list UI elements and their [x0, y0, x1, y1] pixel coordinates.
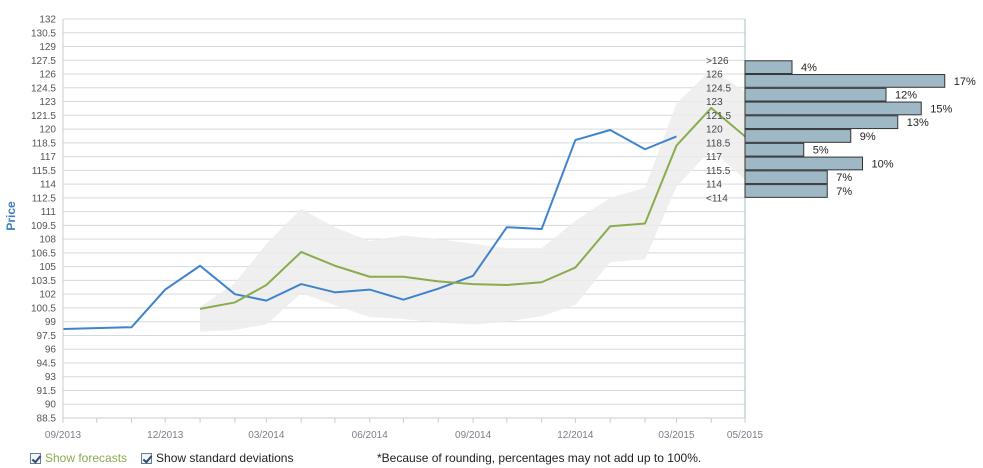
distribution-range-label: 126: [706, 70, 723, 81]
distribution-percent-label: 5%: [813, 145, 829, 157]
x-tick-label: 03/2015: [658, 430, 695, 441]
y-tick-label: 109.5: [31, 221, 56, 232]
series-lines: [62, 106, 781, 331]
distribution-bar: [744, 60, 793, 75]
y-tick-label: 96: [45, 345, 57, 356]
y-tick-label: 123: [39, 97, 56, 108]
distribution-percent-label: 10%: [872, 158, 894, 170]
distribution-bar: [744, 142, 805, 157]
std-deviation-band: [200, 69, 780, 332]
forecast-distribution: 4% 17% 12% 15%13% 9% 5% 10% 7% 7% >126 126 124.5 123…: [706, 56, 976, 205]
y-tick-label: 126: [39, 70, 56, 81]
distribution-bar: [744, 101, 922, 116]
y-tick-label: 114: [40, 180, 56, 191]
distribution-range-label: <114: [706, 193, 728, 204]
distribution-range-label: 120: [706, 125, 723, 136]
y-tick-label: 124.5: [31, 83, 56, 94]
distribution-range-label: 124.5: [706, 83, 731, 94]
y-tick-label: 103.5: [31, 276, 56, 287]
distribution-range-label: 117: [706, 152, 722, 163]
show-std-label: Show standard deviations: [156, 451, 294, 465]
distribution-percent-label: 15%: [930, 103, 952, 115]
y-tick-label: 97.5: [37, 331, 57, 342]
x-tick-label: 05/2015: [727, 430, 764, 441]
distribution-percent-label: 4%: [801, 62, 817, 74]
distribution-bar: [744, 170, 828, 185]
y-tick-label: 90: [45, 400, 57, 411]
y-tick-label: 111: [41, 207, 57, 218]
forecast-std-band: [200, 69, 780, 332]
distribution-bar: [744, 87, 887, 102]
distribution-percent-label: 13%: [907, 117, 929, 129]
distribution-bar: [744, 115, 899, 130]
y-axis: 88.5 90 91.5 93 94.5 96 97.5 99 100.5 102 103.5 105…: [31, 15, 64, 425]
x-tick-label: 03/2014: [248, 430, 285, 441]
y-tick-label: 117: [40, 152, 56, 163]
distribution-range-label: 118.5: [706, 138, 731, 149]
distribution-bar: [744, 156, 863, 171]
distribution-percent-label: 12%: [895, 90, 917, 102]
actual-price-line: [62, 128, 677, 331]
distribution-percent-label: 7%: [836, 186, 852, 198]
y-tick-label: 132: [39, 15, 56, 26]
y-tick-label: 120: [39, 125, 56, 136]
x-axis: 09/2013 12/2013 03/2014 06/2014 09/2014 12/20…: [45, 417, 764, 441]
y-tick-label: 127.5: [31, 56, 56, 67]
forecast-price-line: [199, 106, 781, 310]
y-tick-label: 118.5: [32, 138, 57, 149]
x-tick-label: 12/2014: [557, 430, 594, 441]
show-forecasts-checkbox[interactable]: [30, 452, 41, 464]
show-std-toggle[interactable]: Show standard deviations: [141, 451, 293, 465]
distribution-range-label: 115.5: [706, 166, 731, 177]
x-tick-label: 12/2013: [147, 430, 184, 441]
distribution-range-label: >126: [706, 56, 729, 67]
y-tick-label: 94.5: [37, 358, 57, 369]
y-tick-label: 91.5: [37, 386, 57, 397]
y-axis-label: Price: [4, 201, 18, 231]
y-tick-label: 106.5: [31, 248, 56, 259]
y-tick-label: 121.5: [31, 111, 56, 122]
show-forecasts-label: Show forecasts: [45, 451, 128, 465]
x-tick-label: 06/2014: [352, 430, 389, 441]
y-tick-label: 100.5: [31, 303, 56, 314]
show-forecasts-toggle[interactable]: Show forecasts: [30, 451, 127, 465]
y-tick-label: 102: [39, 290, 56, 301]
distribution-bar: [744, 74, 946, 88]
price-chart: 88.5 90 91.5 93 94.5 96 97.5 99 100.5 102 103.5 105…: [4, 15, 976, 442]
distribution-range-label: 114: [706, 180, 722, 191]
show-std-checkbox[interactable]: [141, 452, 153, 464]
distribution-range-label: 121.5: [706, 111, 731, 122]
y-tick-label: 130.5: [31, 28, 56, 39]
y-tick-label: 88.5: [37, 414, 57, 425]
distribution-percent-label: 9%: [860, 131, 876, 143]
chart-controls: Show forecasts Show standard deviations: [30, 450, 307, 466]
x-tick-label: 09/2014: [455, 430, 492, 441]
y-tick-label: 112.5: [32, 193, 57, 204]
y-tick-label: 115.5: [32, 166, 57, 177]
y-tick-label: 108: [39, 235, 56, 246]
distribution-range-label: 123: [706, 97, 723, 108]
y-tick-label: 105: [39, 262, 56, 273]
rounding-footnote: *Because of rounding, percentages may no…: [377, 451, 702, 465]
y-tick-label: 99: [45, 317, 57, 328]
distribution-percent-label: 17%: [954, 76, 976, 88]
distribution-bar: [744, 129, 852, 143]
distribution-percent-label: 7%: [836, 172, 852, 184]
x-tick-label: 09/2013: [45, 430, 82, 441]
y-tick-label: 93: [45, 372, 57, 383]
distribution-bar: [744, 184, 828, 198]
y-tick-label: 129: [39, 42, 56, 53]
